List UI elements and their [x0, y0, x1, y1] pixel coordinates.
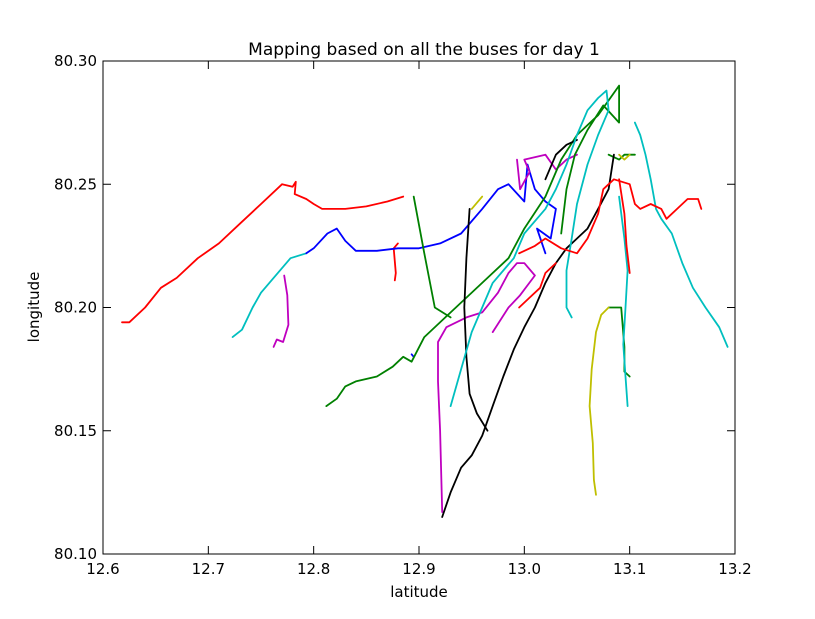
y-tick-label: 80.25 — [54, 175, 97, 193]
series-line-9 — [325, 84, 620, 408]
series-line-8 — [516, 153, 578, 191]
series-line-18 — [470, 195, 484, 210]
series-line-11 — [607, 306, 631, 378]
series-line-19 — [449, 89, 610, 408]
series-line-4 — [305, 163, 557, 255]
x-axis-label: latitude — [390, 583, 448, 601]
y-axis: 80.10 80.15 80.20 80.25 80.30 — [54, 52, 735, 563]
series-line-23 — [518, 262, 557, 309]
series-line-14 — [463, 207, 489, 432]
x-tick-label: 12.6 — [86, 560, 119, 578]
x-tick-label: 13.0 — [508, 560, 541, 578]
y-tick-label: 80.30 — [54, 52, 97, 70]
series-line-7 — [437, 262, 536, 513]
series-line-3 — [231, 252, 308, 339]
series-line-1 — [121, 180, 405, 324]
x-tick-label: 13.2 — [718, 560, 751, 578]
series-line-13 — [441, 153, 615, 518]
series-line-6 — [272, 274, 290, 348]
series-line-16 — [588, 306, 610, 496]
series-line-22 — [518, 178, 703, 255]
y-tick-label: 80.15 — [54, 422, 97, 440]
y-tick-label: 80.10 — [54, 545, 97, 563]
series-layer — [121, 84, 729, 518]
series-line-2 — [392, 242, 399, 282]
series-line-24 — [618, 178, 631, 274]
series-line-15 — [544, 138, 578, 181]
x-tick-label: 12.9 — [402, 560, 435, 578]
series-line-17 — [618, 153, 631, 161]
x-axis: 12.6 12.7 12.8 12.9 13.0 13.1 13.2 — [86, 61, 752, 578]
y-tick-label: 80.20 — [54, 299, 97, 317]
x-tick-label: 12.7 — [192, 560, 225, 578]
y-axis-label: longitude — [25, 272, 43, 343]
x-tick-label: 12.8 — [297, 560, 330, 578]
series-line-20 — [618, 195, 629, 408]
x-tick-label: 13.1 — [613, 560, 646, 578]
series-line-21 — [634, 121, 729, 348]
series-line-10 — [412, 195, 452, 319]
chart-title: Mapping based on all the buses for day 1 — [248, 40, 600, 60]
